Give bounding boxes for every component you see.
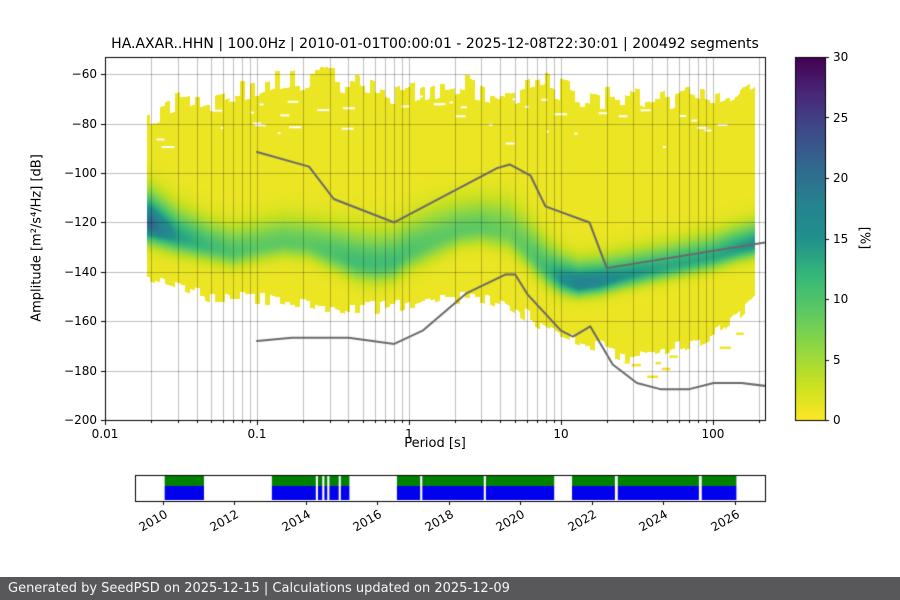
y-tick-label: −120 [64,215,97,230]
y-tick-label: −60 [71,67,97,82]
y-tick-label: −140 [64,264,97,279]
colorbar-label: [%] [856,226,872,250]
x-tick-label: 0.1 [247,427,267,441]
x-tick-label: 1 [405,427,413,441]
y-axis-label: Amplitude [m²/s⁴/Hz] [dB] [29,154,45,322]
y-tick-label: −180 [64,363,97,378]
x-axis-label: Period [s] [404,436,466,451]
colorbar-tick-label: 30 [833,50,849,64]
y-tick-label: −200 [64,413,97,427]
y-tick-label: −160 [64,314,97,329]
colorbar-tick-label: 20 [833,171,849,185]
colorbar-tick-label: 15 [833,231,849,246]
y-tick-label: −100 [64,166,97,181]
plot-title: HA.AXAR..HHN | 100.0Hz | 2010-01-01T00:0… [111,36,759,52]
x-tick-label: 10 [553,427,569,441]
colorbar-tick-label: 5 [833,352,841,367]
colorbar-tick-label: 0 [833,413,841,427]
y-tick-label: −80 [71,116,97,131]
colorbar-tick-label: 25 [833,110,849,125]
x-tick-label: 0.01 [91,427,119,441]
colorbar-tick-label: 10 [833,292,849,306]
x-tick-label: 100 [701,427,725,441]
footer-bar: Generated by SeedPSD on 2025-12-15 | Cal… [0,577,900,600]
footer-text: Generated by SeedPSD on 2025-12-15 | Cal… [8,581,510,596]
